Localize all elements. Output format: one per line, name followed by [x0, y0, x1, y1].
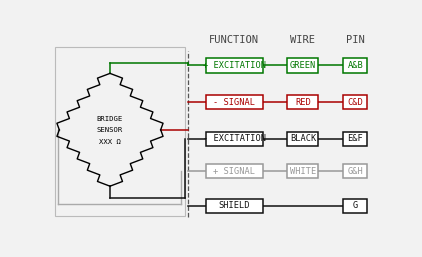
FancyBboxPatch shape: [344, 199, 367, 213]
FancyBboxPatch shape: [206, 95, 263, 109]
Text: GREEN: GREEN: [290, 61, 316, 70]
Text: BLACK: BLACK: [290, 134, 316, 143]
Text: G&H: G&H: [347, 167, 363, 176]
FancyBboxPatch shape: [287, 132, 319, 146]
Text: PIN: PIN: [346, 35, 365, 45]
FancyBboxPatch shape: [206, 58, 263, 72]
Text: A&B: A&B: [347, 61, 363, 70]
FancyBboxPatch shape: [206, 132, 263, 146]
FancyBboxPatch shape: [206, 164, 263, 178]
Text: BRIDGE: BRIDGE: [97, 116, 123, 122]
FancyBboxPatch shape: [344, 58, 367, 72]
FancyBboxPatch shape: [287, 58, 319, 72]
Text: XXX Ω: XXX Ω: [99, 139, 121, 145]
FancyBboxPatch shape: [206, 199, 263, 213]
Text: - SIGNAL: - SIGNAL: [213, 98, 255, 107]
Text: SHIELD: SHIELD: [219, 201, 250, 210]
Text: + SIGNAL: + SIGNAL: [213, 167, 255, 176]
FancyBboxPatch shape: [344, 95, 367, 109]
FancyBboxPatch shape: [344, 164, 367, 178]
Text: RED: RED: [295, 98, 311, 107]
FancyBboxPatch shape: [287, 95, 319, 109]
Text: + EXCITATION: + EXCITATION: [203, 61, 266, 70]
FancyBboxPatch shape: [287, 164, 319, 178]
Text: C&D: C&D: [347, 98, 363, 107]
Text: G: G: [353, 201, 358, 210]
Text: WHITE: WHITE: [290, 167, 316, 176]
Text: WIRE: WIRE: [290, 35, 315, 45]
Text: SENSOR: SENSOR: [97, 127, 123, 133]
Text: FUNCTION: FUNCTION: [209, 35, 259, 45]
Text: - EXCITATION: - EXCITATION: [203, 134, 266, 143]
FancyBboxPatch shape: [344, 132, 367, 146]
Text: E&F: E&F: [347, 134, 363, 143]
